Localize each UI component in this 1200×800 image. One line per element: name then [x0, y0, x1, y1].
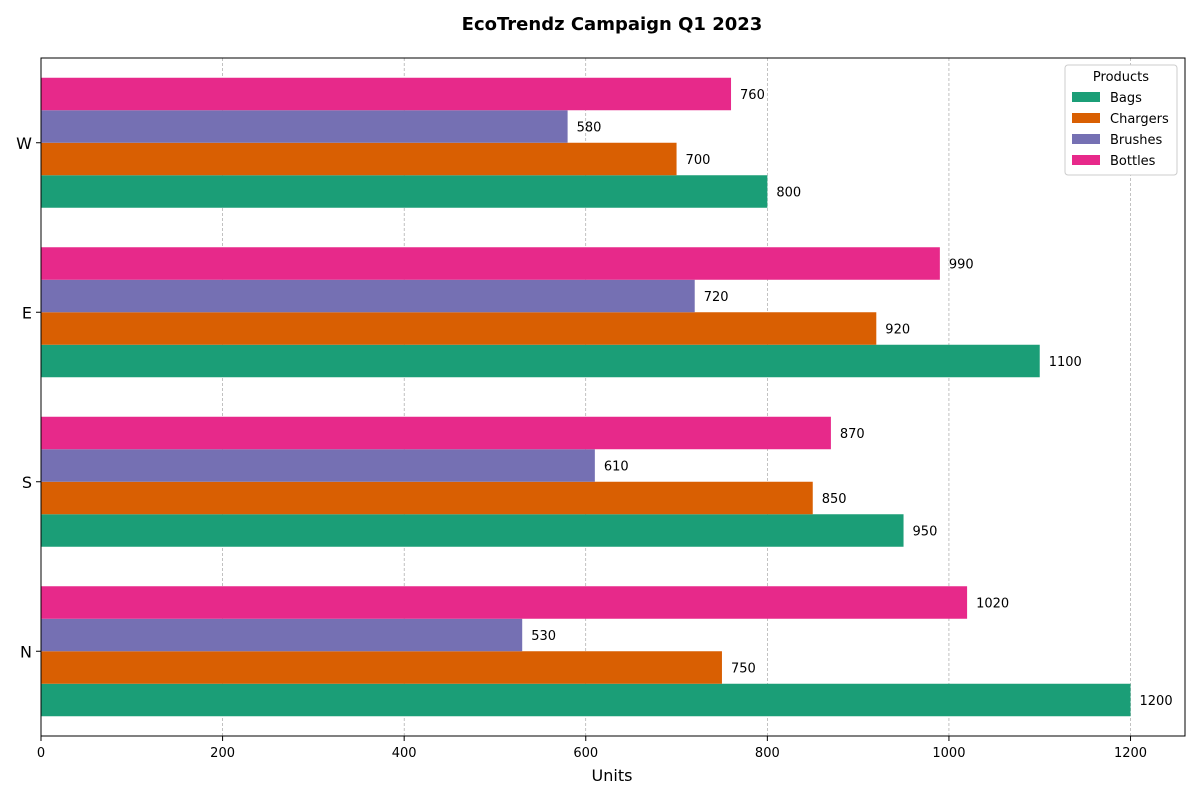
bar-brushes-e	[41, 279, 695, 313]
data-label: 580	[577, 121, 602, 136]
x-tick-label: 1200	[1114, 746, 1147, 761]
data-label: 610	[604, 460, 629, 475]
bar-bags-n	[41, 683, 1131, 717]
x-tick-label: 400	[392, 746, 417, 761]
data-label: 700	[686, 153, 711, 168]
bar-brushes-s	[41, 449, 595, 482]
data-label: 870	[840, 427, 865, 442]
bar-brushes-w	[41, 110, 568, 143]
data-label: 990	[949, 258, 974, 273]
x-axis-ticks: 0 200 400 600 800 1000 1200	[37, 736, 1147, 761]
legend-swatch-bags	[1072, 92, 1100, 102]
bar-bottles-n	[41, 586, 968, 619]
legend-title: Products	[1093, 70, 1149, 85]
data-label: 720	[704, 290, 729, 305]
bar-bags-s	[41, 514, 904, 547]
data-label: 760	[740, 88, 765, 103]
data-label: 750	[731, 662, 756, 677]
data-labels: 1200 750 530 1020 950 850 610 870 1100 920 720 990 8…	[531, 88, 1172, 709]
legend-label-brushes: Brushes	[1110, 133, 1163, 148]
y-tick-label: W	[16, 134, 32, 153]
bar-bags-e	[41, 344, 1040, 378]
legend-swatch-chargers	[1072, 113, 1100, 123]
data-label: 800	[776, 186, 801, 201]
bar-bottles-e	[41, 247, 940, 280]
chart-title: EcoTrendz Campaign Q1 2023	[462, 14, 763, 35]
bar-bags-w	[41, 175, 768, 208]
legend-label-bags: Bags	[1110, 91, 1142, 106]
legend: Products Bags Chargers Brushes Bottles	[1064, 64, 1178, 176]
x-tick-label: 200	[210, 746, 235, 761]
bar-chargers-e	[41, 312, 877, 345]
y-tick-label: E	[22, 303, 32, 322]
legend-swatch-bottles	[1072, 155, 1100, 165]
x-tick-label: 800	[755, 746, 780, 761]
data-label: 1100	[1049, 355, 1082, 370]
bar-chargers-n	[41, 651, 722, 684]
y-axis-ticks: N S E W	[16, 134, 41, 661]
data-label: 1200	[1140, 694, 1173, 709]
data-label: 1020	[976, 597, 1009, 612]
legend-swatch-brushes	[1072, 134, 1100, 144]
data-label: 850	[822, 492, 847, 507]
data-label: 920	[885, 323, 910, 338]
y-tick-label: N	[20, 642, 32, 661]
x-tick-label: 600	[573, 746, 598, 761]
bar-chargers-w	[41, 142, 677, 176]
data-label: 950	[913, 525, 938, 540]
data-label: 530	[531, 629, 556, 644]
legend-label-bottles: Bottles	[1110, 154, 1156, 169]
bars	[41, 77, 1131, 717]
bar-bottles-s	[41, 416, 831, 450]
bar-chargers-s	[41, 481, 813, 515]
x-tick-label: 0	[37, 746, 45, 761]
plot-frame	[40, 57, 1186, 737]
x-tick-label: 1000	[932, 746, 965, 761]
bar-bottles-w	[41, 77, 732, 111]
legend-items: Bags Chargers Brushes Bottles	[1072, 91, 1169, 169]
legend-label-chargers: Chargers	[1110, 112, 1169, 127]
y-tick-label: S	[22, 473, 32, 492]
x-axis-label: Units	[592, 766, 633, 785]
bar-brushes-n	[41, 618, 523, 652]
